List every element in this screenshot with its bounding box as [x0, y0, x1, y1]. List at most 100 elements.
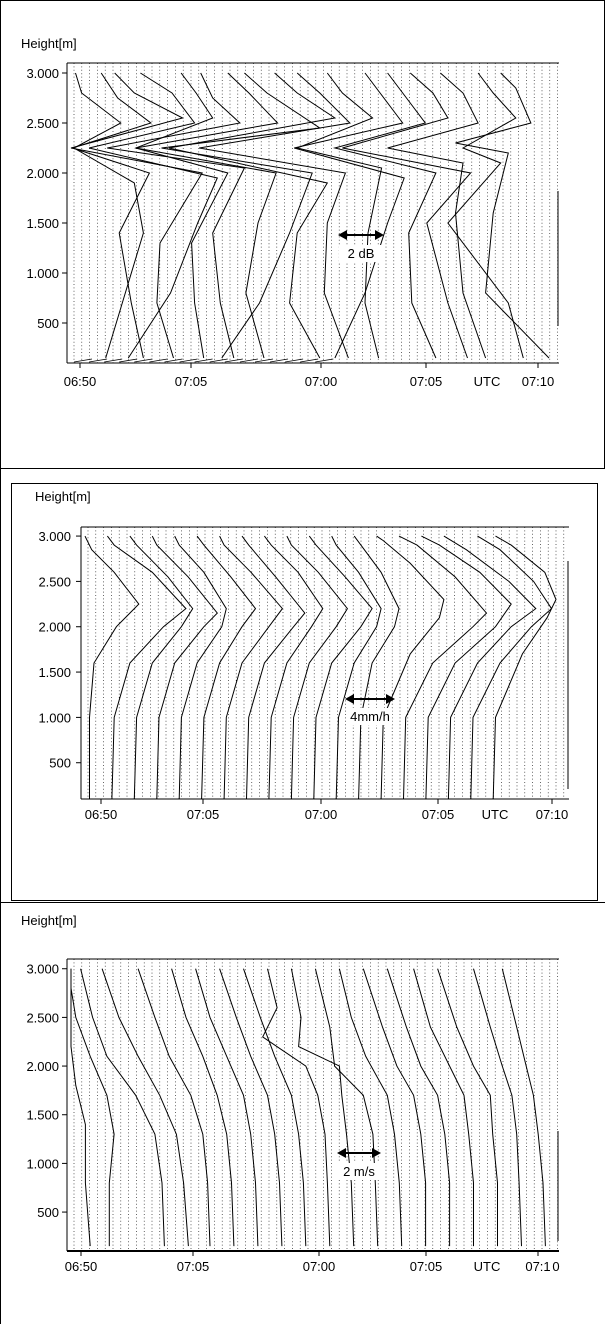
- y-tick-label: 1.000: [26, 1156, 59, 1171]
- profile-base: [300, 358, 319, 363]
- y-tick-label: 500: [49, 756, 71, 771]
- profile-base: [209, 358, 228, 363]
- profile-base: [104, 358, 123, 363]
- scale-label: 4mm/h: [350, 709, 390, 724]
- profile-base: [149, 358, 168, 363]
- profile-line: [168, 72, 337, 359]
- profile-line: [362, 968, 427, 1247]
- chart-fall-velocity-profiles: Height[m] 3.000 2.500 2.000 1.500 1.000 500 06:…: [21, 913, 560, 1274]
- profile-lines: [70, 72, 550, 363]
- profile-line: [447, 72, 524, 359]
- x-tick-label: 07:00: [305, 374, 338, 389]
- x-tick-label: 07:10: [522, 374, 555, 389]
- scale-arrow: [337, 1148, 381, 1158]
- profile-line: [171, 968, 235, 1247]
- profile-line: [387, 72, 487, 359]
- scale-arrow-head-left: [338, 230, 347, 240]
- vertical-grid: [87, 527, 565, 799]
- y-tick-label: 1.500: [26, 1108, 59, 1123]
- profile-line: [70, 968, 115, 1247]
- profile-line: [129, 535, 194, 800]
- profile-line: [376, 535, 445, 800]
- y-axis-label: Height[m]: [21, 913, 77, 928]
- x-tick-label: 07:1: [525, 1259, 550, 1274]
- panel-rain-rate: Height[m] 3.000 2.500 2.000 1.500 1.000 500 06:…: [0, 468, 605, 902]
- y-tick-label: 1.000: [26, 266, 59, 281]
- scale-label: 2 m/s: [343, 1164, 375, 1179]
- profile-base: [73, 358, 93, 363]
- profile-line: [413, 968, 474, 1247]
- profile-line: [294, 72, 405, 359]
- x-tick-label: 07:05: [187, 807, 220, 822]
- y-tick-label: 1.500: [26, 216, 59, 231]
- profile-line: [88, 72, 218, 359]
- profile-base: [134, 358, 153, 363]
- profile-line: [199, 72, 351, 359]
- profile-base: [119, 358, 138, 363]
- profile-line: [101, 968, 189, 1247]
- x-tick-label: 06:50: [65, 1259, 98, 1274]
- profile-base: [285, 358, 304, 363]
- profile-line: [174, 535, 227, 800]
- y-axis-label: Height[m]: [21, 36, 77, 51]
- profile-base: [315, 358, 334, 363]
- profile-line: [501, 968, 546, 1247]
- profile-line: [398, 535, 488, 800]
- profile-line: [219, 968, 283, 1247]
- y-tick-label: 3.000: [26, 66, 59, 81]
- profile-line: [262, 968, 331, 1247]
- profile-line: [161, 72, 322, 359]
- x-tick-label: 07:05: [177, 1259, 210, 1274]
- scale-label-bg: [348, 708, 392, 725]
- y-tick-label: 500: [37, 1205, 59, 1220]
- vertical-grid: [73, 959, 558, 1251]
- profile-line: [308, 535, 373, 800]
- profile-line: [195, 968, 259, 1247]
- y-tick-label: 2.000: [26, 166, 59, 181]
- profile-line: [443, 535, 537, 800]
- x-tick-label: 07:05: [422, 807, 455, 822]
- y-axis-label: Height[m]: [35, 489, 91, 504]
- profile-line: [473, 968, 522, 1247]
- profile-line: [72, 72, 144, 359]
- profile-line: [219, 535, 284, 800]
- profile-line: [134, 72, 229, 359]
- profile-line: [243, 968, 307, 1247]
- x-tick-label: 07:05: [175, 374, 208, 389]
- profile-line: [107, 535, 187, 800]
- profile-line: [386, 968, 451, 1247]
- scale-label: 2 dB: [348, 246, 375, 261]
- scale-arrow-head-left: [345, 694, 354, 704]
- profile-line: [437, 968, 498, 1247]
- profile-line: [196, 535, 257, 800]
- profile-base: [224, 358, 243, 363]
- scale-arrow-head-right: [372, 1148, 381, 1158]
- x-tick-label: UTC: [482, 807, 509, 822]
- profile-line: [70, 968, 91, 1247]
- y-tick-label: 2.500: [26, 1010, 59, 1025]
- profile-base: [254, 358, 274, 363]
- y-tick-label: 1.000: [38, 710, 71, 725]
- profile-line: [455, 72, 550, 359]
- y-tick-label: 2.000: [38, 620, 71, 635]
- chart-rain-rate-profiles: Height[m] 3.000 2.500 2.000 1.500 1.000 500 06:…: [35, 489, 569, 822]
- profile-line: [151, 535, 218, 800]
- scale-arrow: [338, 230, 384, 240]
- panel-fall-velocity: Height[m] 3.000 2.500 2.000 1.500 1.000 500 06:…: [0, 902, 605, 1324]
- profile-lines: [70, 968, 546, 1251]
- profile-line: [290, 968, 355, 1247]
- profile-line: [342, 72, 472, 359]
- profile-line: [286, 535, 349, 800]
- profile-line: [70, 72, 152, 359]
- y-tick-label: 2.500: [38, 574, 71, 589]
- x-tick-label: UTC: [474, 374, 501, 389]
- profile-line: [241, 535, 306, 800]
- profile-line: [492, 535, 557, 800]
- profile-line: [331, 535, 382, 800]
- y-tick-label: 3.000: [26, 962, 59, 977]
- profile-line: [80, 968, 165, 1247]
- profile-line: [332, 72, 437, 359]
- profile-line: [107, 72, 246, 359]
- profile-base: [179, 358, 198, 363]
- x-tick-label: 07:00: [303, 1259, 336, 1274]
